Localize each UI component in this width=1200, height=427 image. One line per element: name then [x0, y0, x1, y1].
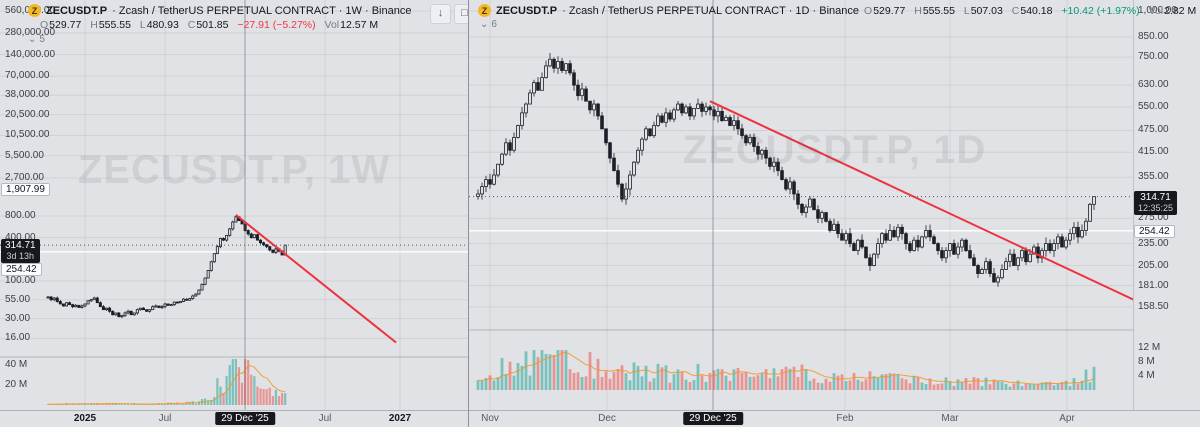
volume-tick-label: 12 M	[1138, 342, 1161, 353]
last-price-value: 314.71	[1140, 191, 1171, 203]
close-value: 540.18	[1020, 4, 1053, 17]
time-axis[interactable]: Nov Dec Feb Mar Apr 29 Dec '25	[469, 410, 1200, 427]
time-tick-label: 2027	[388, 413, 412, 424]
price-tick-label: 235.00	[1138, 237, 1169, 249]
ohlc-readout: O529.77 H555.55 L480.93 C501.85 −27.91 (…	[40, 19, 378, 31]
volume-tick-label: 8 M	[1138, 356, 1155, 367]
open-label: O	[40, 19, 49, 31]
low-label: L	[963, 4, 970, 17]
time-tick-label: Jul	[318, 413, 332, 424]
open-label: O	[864, 4, 873, 17]
time-tick-label: Jul	[158, 413, 172, 424]
zcash-icon: Z	[478, 4, 491, 17]
price-tick-label: 181.00	[1138, 279, 1169, 291]
chart-panel-daily[interactable]: ZECUSDT.P, 1D Z ZECUSDT.P · Zcash / Teth…	[469, 0, 1200, 427]
chevron-down-icon: ⌄	[28, 33, 37, 45]
ohlc-readout: O529.77 H555.55 L507.03 C540.18 +10.42 (…	[864, 5, 1196, 17]
close-value: 501.85	[196, 19, 229, 31]
open-value: 529.77	[873, 4, 906, 17]
last-price-value: 314.71	[5, 240, 36, 252]
panel-move-down-button[interactable]: ↓	[430, 4, 451, 24]
panel-maximize-button[interactable]: □	[454, 4, 468, 24]
price-tick-label: 158.50	[1138, 300, 1169, 312]
price-tick-label: 1,000.00	[1138, 4, 1177, 16]
low-value: 507.03	[970, 4, 1003, 17]
volume-label: Vol	[1148, 4, 1164, 17]
high-label: H	[90, 19, 98, 31]
chevron-down-icon: ⌄	[480, 18, 489, 30]
high-label: H	[914, 4, 922, 17]
symbol-description: · Zcash / TetherUS PERPETUAL CONTRACT · …	[562, 4, 860, 17]
price-tick-label: 275.00	[1138, 212, 1169, 224]
symbol-description: · Zcash / TetherUS PERPETUAL CONTRACT · …	[112, 4, 412, 17]
change-value: +10.42 (+1.97%)	[1061, 4, 1140, 17]
high-value: 555.55	[98, 19, 131, 31]
price-tick-label: 750.00	[1138, 51, 1169, 63]
alert-price-badge: 1,907.99	[1, 182, 50, 196]
price-tick-label: 475.00	[1138, 124, 1169, 136]
price-tick-label: 630.00	[1138, 79, 1169, 91]
object-count: 5	[39, 34, 45, 45]
time-tick-label: Mar	[941, 413, 959, 424]
object-tree-toggle[interactable]: ⌄ 6	[480, 19, 497, 30]
symbol-name[interactable]: ZECUSDT.P	[496, 4, 558, 17]
change-value: −27.91 (−5.27%)	[237, 19, 316, 31]
volume-label: Vol	[324, 19, 340, 31]
panel-controls: ↓ □	[430, 4, 468, 24]
crosshair-date-badge: 29 Dec '25	[215, 412, 275, 425]
high-value: 555.55	[922, 4, 955, 17]
chart-legend[interactable]: Z ZECUSDT.P · Zcash / TetherUS PERPETUAL…	[28, 4, 411, 17]
chart-legend[interactable]: Z ZECUSDT.P · Zcash / TetherUS PERPETUAL…	[478, 4, 1196, 17]
time-tick-label: Nov	[481, 413, 499, 424]
price-tick-label: 415.00	[1138, 146, 1169, 158]
symbol-name[interactable]: ZECUSDT.P	[46, 4, 108, 17]
time-tick-label: Dec	[598, 413, 616, 424]
low-label: L	[139, 19, 146, 31]
last-price-badge: 314.71 12:35:25	[1134, 190, 1178, 215]
price-line-badge: 254.42	[1, 263, 42, 277]
candlestick-chart-weekly[interactable]	[0, 0, 468, 411]
object-count: 6	[491, 19, 497, 30]
candlestick-chart-daily[interactable]	[469, 0, 1200, 411]
close-label: C	[1011, 4, 1020, 17]
volume-tick-label: 4 M	[1138, 370, 1155, 381]
price-tick-label: 205.00	[1138, 259, 1169, 271]
chart-panel-weekly[interactable]: ZECUSDT.P, 1W Z ZECUSDT.P · Zcash / Teth…	[0, 0, 468, 427]
low-value: 480.93	[146, 19, 179, 31]
volume-value: 12.57 M	[340, 19, 379, 31]
time-axis[interactable]: 2025 Jul Jul 2027 29 Dec '25	[0, 410, 468, 427]
close-label: C	[187, 19, 196, 31]
bar-close-countdown: 3d 13h	[6, 251, 35, 262]
open-value: 529.77	[49, 19, 82, 31]
last-price-badge: 314.71 3d 13h	[1, 239, 40, 264]
volume-value: 2.82 M	[1164, 4, 1197, 17]
price-tick-label: 850.00	[1138, 30, 1169, 42]
time-tick-label: 2025	[73, 413, 97, 424]
crosshair-date-badge: 29 Dec '25	[683, 412, 743, 425]
object-tree-toggle[interactable]: ⌄ 5	[28, 34, 45, 45]
time-tick-label: Apr	[1059, 413, 1075, 424]
price-line-badge: 254.42	[1134, 224, 1175, 238]
bar-close-countdown: 12:35:25	[1138, 202, 1174, 213]
price-tick-label: 355.00	[1138, 171, 1169, 183]
zcash-icon: Z	[28, 4, 41, 17]
price-tick-label: 550.00	[1138, 100, 1169, 112]
time-tick-label: Feb	[836, 413, 854, 424]
